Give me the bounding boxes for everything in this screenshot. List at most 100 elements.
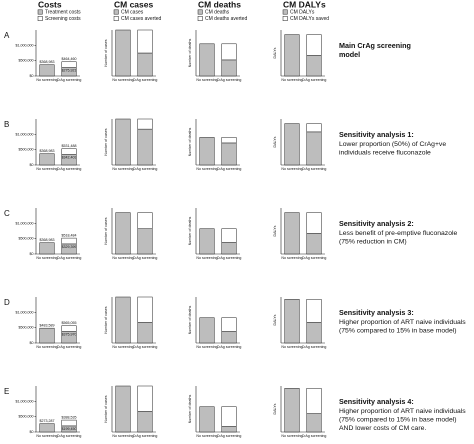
description-heading: Sensitivity analysis 3: — [339, 308, 414, 317]
bar-segment — [39, 423, 55, 433]
x-tick-label: No screening — [36, 256, 57, 260]
x-tick-label: CrAg screening — [217, 78, 242, 82]
bar-segment — [115, 385, 131, 433]
y-axis-label: Number of cases — [104, 395, 108, 422]
bar-segment — [221, 43, 237, 61]
row-letter: C — [4, 209, 10, 218]
description-line: AND lower costs of CM care. — [339, 425, 426, 432]
bar-segment — [221, 59, 237, 77]
bar-segment — [137, 411, 153, 433]
y-tick-label: $500,000 — [19, 59, 34, 63]
bar-total-label: $518,484 — [62, 234, 77, 238]
x-tick-label: CrAg screening — [133, 167, 158, 171]
description-line: Less benefit of pre-emptive fluconazole — [339, 230, 457, 237]
x-tick-label: CrAg screening — [57, 78, 82, 82]
x-tick-label: CrAg screening — [133, 256, 158, 260]
description-heading: Sensitivity analysis 1: — [339, 130, 414, 139]
bar-value-label: $329,399 — [62, 245, 77, 249]
legend-swatch — [113, 9, 119, 15]
y-axis-label: Number of deaths — [188, 128, 192, 157]
bar-value-label: $273,287 — [40, 419, 55, 423]
x-tick-label: No screening — [36, 78, 57, 82]
bar-segment — [306, 123, 322, 133]
bar-total-label: $565,055 — [62, 321, 77, 325]
description-heading: model — [339, 50, 360, 59]
bar-segment — [137, 29, 153, 54]
x-tick-label: CrAg screening — [217, 434, 242, 438]
bar-segment — [137, 385, 153, 412]
bar-segment — [137, 322, 153, 344]
x-tick-label: No screening — [112, 78, 133, 82]
bar-segment — [221, 406, 237, 427]
x-tick-label: No screening — [281, 78, 302, 82]
x-tick-label: CrAg screening — [57, 345, 82, 349]
x-tick-label: No screening — [36, 434, 57, 438]
bar-segment — [306, 212, 322, 234]
x-tick-label: CrAg screening — [302, 167, 327, 171]
bar-value-label: $368,983 — [40, 238, 55, 242]
bar-segment — [221, 137, 237, 144]
legend-swatch — [282, 9, 288, 15]
bar-segment — [221, 142, 237, 166]
bar-segment — [199, 137, 215, 166]
bar-value-label: $483,589 — [40, 324, 55, 328]
y-tick-label: $1,000,000 — [16, 310, 34, 314]
y-tick-label: $1,000,000 — [16, 43, 34, 47]
bar-segment — [284, 123, 300, 166]
x-tick-label: No screening — [196, 345, 217, 349]
x-tick-label: CrAg screening — [302, 345, 327, 349]
y-axis-label: Number of cases — [104, 39, 108, 66]
description-line: (75% compared to 15% in base model) — [339, 416, 457, 423]
bar-segment — [306, 413, 322, 433]
x-tick-label: CrAg screening — [217, 256, 242, 260]
x-tick-label: CrAg screening — [217, 345, 242, 349]
y-tick-label: $0 — [30, 430, 34, 434]
y-tick-label: $0 — [30, 252, 34, 256]
bar-segment — [61, 419, 77, 427]
bar-segment — [61, 61, 77, 68]
bar-segment — [137, 118, 153, 130]
x-tick-label: No screening — [112, 256, 133, 260]
column-title: Costs — [38, 0, 62, 9]
y-tick-label: $500,000 — [19, 415, 34, 419]
y-axis-label: DALYs — [273, 314, 277, 325]
row-letter: D — [4, 298, 10, 307]
legend-label: CM deaths averted — [205, 16, 247, 22]
bar-segment — [61, 148, 77, 155]
column-title: CM deaths — [198, 0, 241, 9]
legend-label: CM cases — [121, 9, 144, 15]
bar-segment — [306, 233, 322, 255]
bar-value-label: $342,403 — [62, 155, 77, 159]
bar-segment — [115, 212, 131, 255]
bar-segment — [39, 153, 55, 166]
x-tick-label: No screening — [112, 167, 133, 171]
bar-segment — [137, 296, 153, 323]
bar-value-label: $275,921 — [62, 68, 77, 72]
bar-segment — [199, 228, 215, 255]
bar-total-label: $531,488 — [62, 144, 77, 148]
y-axis-label: Number of deaths — [188, 217, 192, 246]
description-heading: Sensitivity analysis 4: — [339, 397, 414, 406]
bar-value-label: $199,450 — [62, 427, 77, 431]
bar-segment — [221, 317, 237, 332]
x-tick-label: No screening — [36, 345, 57, 349]
bar-segment — [306, 299, 322, 323]
bar-segment — [137, 128, 153, 166]
row-letter: A — [4, 31, 10, 40]
description-line: Higher proportion of ART naive individua… — [339, 319, 466, 326]
bar-segment — [221, 426, 237, 433]
description-line: (75% compared to 15% in base model) — [339, 327, 457, 334]
x-tick-label: CrAg screening — [57, 167, 82, 171]
bar-segment — [199, 43, 215, 77]
bar-segment — [284, 299, 300, 344]
bar-segment — [137, 228, 153, 255]
x-tick-label: No screening — [281, 167, 302, 171]
bar-segment — [39, 64, 55, 77]
x-tick-label: CrAg screening — [302, 434, 327, 438]
bar-segment — [115, 296, 131, 344]
description-line: individuals receive fluconazole — [339, 149, 431, 156]
x-tick-label: CrAg screening — [57, 434, 82, 438]
column-title: CM DALYs — [283, 0, 326, 9]
x-tick-label: No screening — [281, 256, 302, 260]
